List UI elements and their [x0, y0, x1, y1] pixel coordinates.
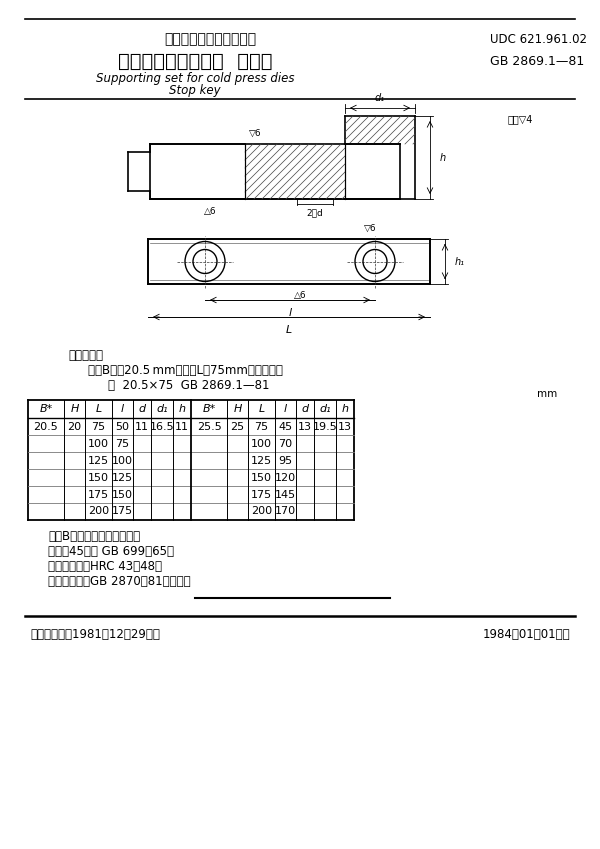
Text: 150: 150 — [251, 473, 272, 482]
Text: 11: 11 — [175, 421, 189, 431]
Text: 175: 175 — [88, 490, 109, 499]
Text: 75: 75 — [254, 421, 269, 431]
Text: 70: 70 — [278, 438, 293, 448]
Text: 95: 95 — [278, 456, 293, 465]
Text: UDC 621.961.02: UDC 621.961.02 — [490, 32, 587, 46]
Text: L: L — [95, 404, 101, 414]
Text: 2－d: 2－d — [307, 209, 323, 217]
Text: h: h — [341, 404, 349, 414]
Text: 45: 45 — [278, 421, 293, 431]
Text: 50: 50 — [115, 421, 130, 431]
Text: 150: 150 — [112, 490, 133, 499]
Text: 175: 175 — [112, 507, 133, 516]
Text: GB 2869.1—81: GB 2869.1—81 — [490, 54, 584, 68]
Text: h: h — [179, 404, 185, 414]
Text: 标记示例：: 标记示例： — [68, 349, 103, 362]
Text: d₁: d₁ — [156, 404, 168, 414]
Text: 145: 145 — [275, 490, 296, 499]
Text: △6: △6 — [203, 207, 217, 216]
Text: △6: △6 — [293, 291, 307, 300]
Text: h: h — [440, 153, 446, 162]
Text: 技术条件：按GB 2870－81的规定。: 技术条件：按GB 2870－81的规定。 — [48, 575, 191, 588]
Text: 75: 75 — [91, 421, 106, 431]
Text: 200: 200 — [88, 507, 109, 516]
Text: 170: 170 — [275, 507, 296, 516]
Text: l: l — [289, 308, 292, 318]
Text: 25: 25 — [230, 421, 245, 431]
Text: 11: 11 — [135, 421, 149, 431]
Text: 19.5: 19.5 — [313, 421, 337, 431]
Text: l: l — [121, 404, 124, 414]
Text: B*: B* — [40, 404, 53, 414]
Text: B*: B* — [202, 404, 215, 414]
Text: h₁: h₁ — [455, 256, 465, 267]
Text: 热处理：硬度HRC 43～48。: 热处理：硬度HRC 43～48。 — [48, 560, 162, 573]
Text: Supporting set for cold press dies: Supporting set for cold press dies — [96, 71, 294, 85]
Text: d: d — [301, 404, 308, 414]
Text: 120: 120 — [275, 473, 296, 482]
Text: 20: 20 — [67, 421, 82, 431]
Bar — [150, 144, 245, 199]
Text: mm: mm — [537, 389, 557, 399]
Text: 150: 150 — [88, 473, 109, 482]
Text: 20.5: 20.5 — [34, 421, 58, 431]
Text: l: l — [284, 404, 287, 414]
Text: 1984－01－01实施: 1984－01－01实施 — [482, 627, 570, 640]
Text: 13: 13 — [298, 421, 312, 431]
Text: d: d — [139, 404, 146, 414]
Text: 100: 100 — [88, 438, 109, 448]
Text: 25.5: 25.5 — [197, 421, 221, 431]
Text: 宽度B＊＝20.5 mm、长度L＝75mm的止退键；: 宽度B＊＝20.5 mm、长度L＝75mm的止退键； — [88, 364, 283, 377]
Text: 175: 175 — [251, 490, 272, 499]
Text: 100: 100 — [112, 456, 133, 465]
Text: 国家标准总局1981－12－29发布: 国家标准总局1981－12－29发布 — [30, 627, 160, 640]
Text: 125: 125 — [112, 473, 133, 482]
Text: 125: 125 — [88, 456, 109, 465]
Text: 注：B＊尺寸包括修正余量。: 注：B＊尺寸包括修正余量。 — [48, 530, 140, 543]
Text: 75: 75 — [115, 438, 130, 448]
Text: 100: 100 — [251, 438, 272, 448]
Text: 材料：45号钢 GB 699－65。: 材料：45号钢 GB 699－65。 — [48, 545, 174, 558]
Text: 13: 13 — [338, 421, 352, 431]
Text: 中华人民共和国国家标准: 中华人民共和国国家标准 — [164, 32, 256, 46]
Text: ▽6: ▽6 — [248, 129, 262, 138]
Text: H: H — [233, 404, 242, 414]
Text: 16.5: 16.5 — [149, 421, 175, 431]
Text: Stop key: Stop key — [169, 83, 221, 97]
Text: L: L — [286, 325, 292, 335]
Text: 键  20.5×75  GB 2869.1—81: 键 20.5×75 GB 2869.1—81 — [108, 379, 269, 392]
Text: d₁: d₁ — [319, 404, 331, 414]
Text: 冷冲模限位支承装置  止退键: 冷冲模限位支承装置 止退键 — [118, 52, 272, 70]
Text: L: L — [259, 404, 265, 414]
Bar — [345, 144, 400, 199]
Text: H: H — [70, 404, 79, 414]
Text: 200: 200 — [251, 507, 272, 516]
Text: d₁: d₁ — [375, 93, 385, 103]
Text: ▽6: ▽6 — [364, 224, 376, 233]
Text: 125: 125 — [251, 456, 272, 465]
Text: 其余▽4: 其余▽4 — [508, 114, 533, 124]
